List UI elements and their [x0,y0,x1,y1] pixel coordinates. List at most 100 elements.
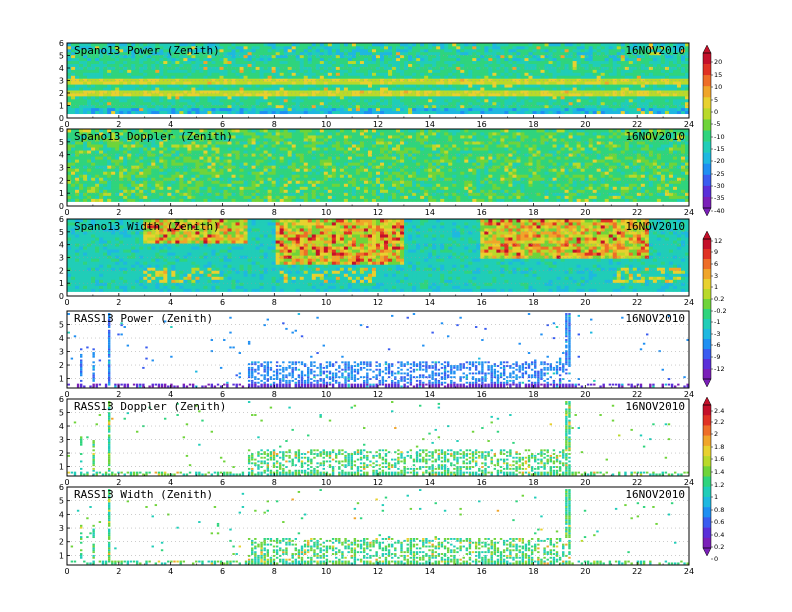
heat-cell [259,87,265,91]
heat-cell [187,98,192,103]
heat-cell [315,81,321,85]
heat-cell [303,45,309,50]
heat-cell [255,93,261,97]
heat-cell [107,171,112,175]
heat-cell [307,45,313,50]
heat-cell [620,54,626,59]
heat-cell [187,51,192,56]
heat-cell [247,150,252,154]
heat-cell [303,60,309,64]
heat-cell [111,93,116,97]
heat-cell [536,104,541,109]
heat-cell [568,110,574,115]
heat-cell [179,69,184,73]
heat-cell [568,107,574,112]
heat-cell [612,45,618,50]
heat-cell [684,54,690,59]
heat-cell [235,87,240,91]
heat-cell [448,95,453,100]
heat-cell [139,78,144,82]
heat-cell [123,159,128,163]
x-tick-label: 4 [168,120,173,129]
heat-cell [275,43,281,47]
heat-cell [211,104,216,109]
heat-cell [632,90,638,94]
heat-cell [147,177,152,181]
heat-cell [436,75,441,79]
heat-cell [87,48,92,53]
heat-cell [219,138,224,142]
heat-cell [512,84,517,88]
heat-cell [363,101,369,106]
heat-cell [247,144,252,148]
heat-cell [624,69,630,73]
heat-cell [424,95,429,100]
heat-cell [632,54,638,59]
heat-cell [75,45,80,50]
heat-cell [620,93,626,97]
heat-cell [107,98,112,103]
heat-cell [580,48,586,53]
heat-cell [371,54,377,59]
heat-cell [564,72,570,76]
heat-cell [299,107,305,112]
heat-cell [319,107,325,112]
heat-cell [87,104,92,109]
heat-cell [87,87,92,91]
heat-cell [231,168,236,172]
heat-cell [339,69,345,73]
heat-cell [380,104,385,109]
heat-cell [303,57,309,62]
heat-cell [163,144,168,148]
heat-cell [556,69,561,73]
heat-cell [424,84,429,88]
heat-cell [155,95,160,100]
heat-cell [508,75,513,79]
heat-cell [195,138,200,142]
heat-cell [351,43,357,47]
heat-cell [516,98,521,103]
heat-cell [239,45,244,50]
heat-cell [536,87,541,91]
heat-cell [263,84,269,88]
heat-cell [75,174,80,178]
heat-cell [452,101,457,106]
heat-cell [432,84,437,88]
heat-cell [680,54,686,59]
heat-cell [520,104,525,109]
heat-cell [155,174,160,178]
heat-cell [167,60,172,64]
heat-cell [71,183,76,187]
heat-cell [255,95,261,100]
heat-cell [472,72,477,76]
heat-cell [275,104,281,109]
heat-cell [175,95,180,100]
heat-cell [287,101,293,106]
heat-cell [231,129,236,133]
heat-cell [375,101,381,106]
heat-cell [327,78,333,82]
heat-cell [207,93,212,97]
heat-cell [83,135,88,139]
heat-cell [199,98,204,103]
heat-cell [315,84,321,88]
heat-cell [191,129,196,133]
heat-cell [279,104,285,109]
heat-cell [195,95,200,100]
heat-cell [135,168,140,172]
heat-cell [640,101,646,106]
heat-cell [179,168,184,172]
heat-cell [251,144,256,148]
heat-cell [131,171,136,175]
heat-cell [420,90,425,94]
heat-cell [460,75,465,79]
heat-cell [171,75,176,79]
heat-cell [151,78,156,82]
heat-cell [219,78,224,82]
heat-cell [339,75,345,79]
heat-cell [540,78,545,82]
heat-cell [331,90,337,94]
heat-cell [472,48,477,53]
heat-cell [668,69,674,73]
heat-cell [632,51,638,56]
